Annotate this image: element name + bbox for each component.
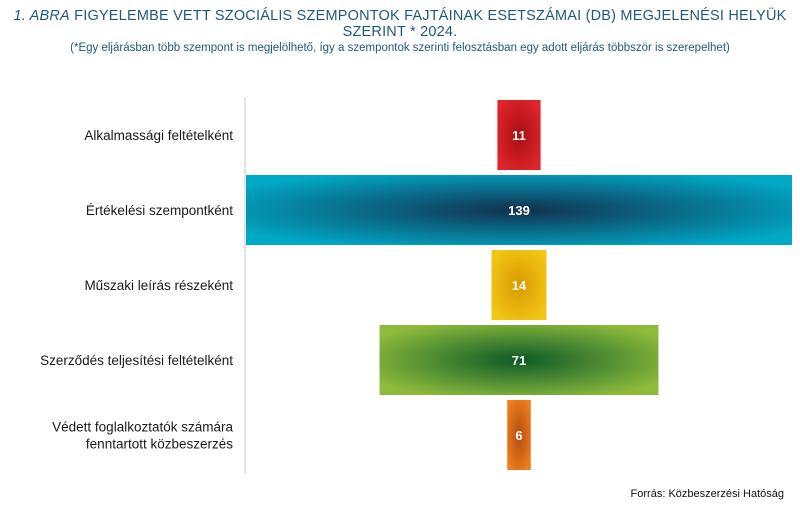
category-label-0: Alkalmassági feltételként	[84, 128, 233, 143]
bar-0	[497, 100, 541, 170]
bar-1	[246, 175, 792, 245]
category-labels-group: Alkalmassági feltételként Értékelési szem…	[40, 128, 233, 452]
data-label-4: 6	[515, 428, 522, 443]
category-label-3: Szerződés teljesítési feltételként	[40, 353, 233, 368]
chart-title-text: FIGYELEMBE VETT SZOCIÁLIS SZEMPONTOK FAJ…	[74, 8, 787, 40]
chart-title: 1. ABRA FIGYELEMBE VETT SZOCIÁLIS SZEMPO…	[0, 8, 800, 40]
data-label-0: 11	[512, 128, 526, 143]
category-label-2: Műszaki leírás részeként	[84, 278, 233, 293]
source-note: Forrás: Közbeszerzési Hatóság	[630, 488, 784, 500]
chart-title-number: 1. ABRA	[13, 8, 70, 24]
category-label-4: Védett foglalkoztatók számára fenntartott…	[52, 420, 233, 452]
chart-subtitle: (*Egy eljárásban több szempont is megjel…	[70, 42, 730, 54]
bars-group: 11 139 14 71 6	[246, 100, 792, 470]
bar-3	[379, 325, 659, 395]
data-label-1: 139	[508, 203, 530, 218]
data-label-3: 71	[512, 353, 526, 368]
bar-2	[491, 250, 547, 320]
data-label-2: 14	[512, 278, 527, 293]
category-label-1: Értékelési szempontként	[86, 203, 233, 218]
bar-4	[507, 400, 531, 470]
